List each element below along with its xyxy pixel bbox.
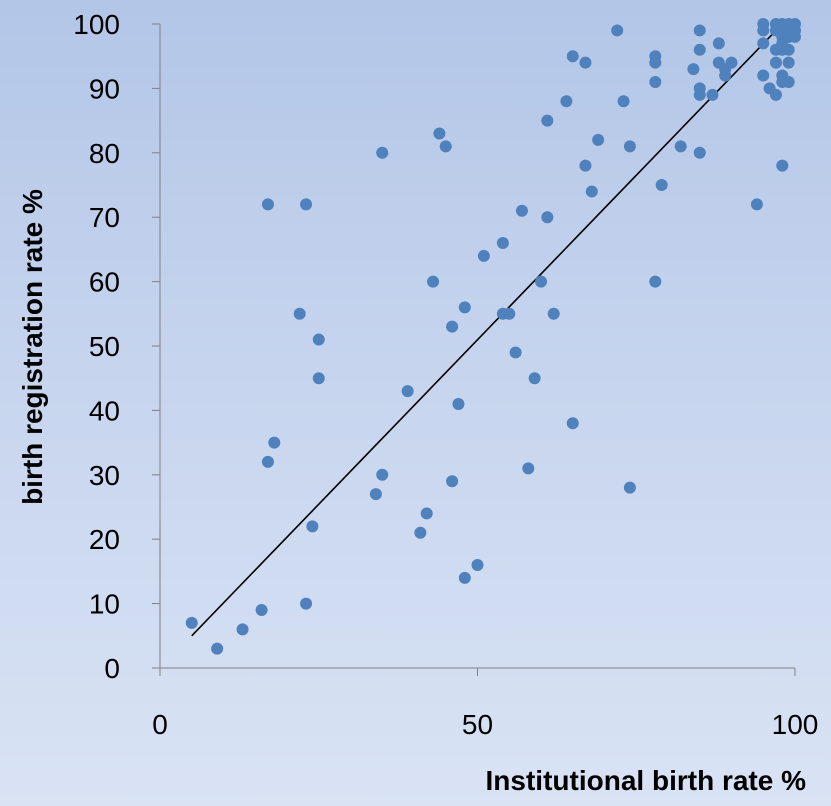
data-point bbox=[211, 642, 224, 655]
trendline bbox=[191, 23, 783, 637]
data-point bbox=[693, 24, 706, 37]
data-point bbox=[477, 249, 490, 262]
data-point bbox=[617, 95, 630, 108]
data-point bbox=[268, 436, 281, 449]
data-point bbox=[369, 488, 382, 501]
data-point bbox=[261, 455, 274, 468]
data-point bbox=[261, 198, 274, 211]
data-point bbox=[566, 50, 579, 63]
y-tick-label: 40 bbox=[89, 395, 120, 426]
data-point bbox=[458, 571, 471, 584]
data-point bbox=[693, 43, 706, 56]
data-point bbox=[757, 69, 770, 82]
data-point bbox=[769, 88, 782, 101]
axes bbox=[159, 24, 795, 669]
data-point bbox=[611, 24, 624, 37]
y-axis-title: birth registration rate % bbox=[17, 189, 48, 505]
data-point bbox=[649, 75, 662, 88]
x-tick-label: 100 bbox=[772, 709, 819, 740]
data-point bbox=[566, 417, 579, 430]
data-point bbox=[757, 24, 770, 37]
scatter-points bbox=[185, 18, 801, 655]
data-point bbox=[655, 179, 668, 191]
data-point bbox=[496, 236, 509, 249]
data-point bbox=[579, 56, 592, 69]
data-point bbox=[293, 307, 306, 320]
data-point bbox=[782, 43, 795, 56]
data-point bbox=[712, 37, 725, 50]
data-point bbox=[769, 56, 782, 69]
data-point bbox=[414, 526, 427, 539]
data-point bbox=[623, 140, 636, 153]
data-point bbox=[649, 56, 662, 69]
data-point bbox=[185, 616, 198, 629]
data-point bbox=[420, 507, 433, 520]
data-point bbox=[452, 397, 465, 410]
data-point bbox=[693, 146, 706, 159]
y-tick-label: 50 bbox=[89, 331, 120, 362]
y-tick-label: 100 bbox=[73, 9, 120, 40]
data-point bbox=[446, 320, 459, 333]
data-point bbox=[789, 30, 801, 43]
data-point bbox=[623, 481, 636, 494]
data-point bbox=[693, 88, 706, 101]
data-point bbox=[509, 346, 522, 359]
data-point bbox=[687, 63, 700, 76]
data-point bbox=[541, 114, 554, 127]
data-point bbox=[312, 333, 325, 346]
data-point bbox=[706, 88, 719, 101]
data-point bbox=[312, 372, 325, 385]
y-tick-label: 20 bbox=[89, 524, 120, 555]
data-point bbox=[503, 307, 516, 320]
data-point bbox=[541, 211, 554, 224]
data-point bbox=[427, 275, 440, 288]
y-tick-label: 70 bbox=[89, 202, 120, 233]
data-point bbox=[300, 597, 313, 610]
data-point bbox=[439, 140, 452, 153]
data-point bbox=[674, 140, 687, 153]
data-point bbox=[401, 385, 414, 398]
data-point bbox=[750, 198, 763, 211]
y-tick-label: 80 bbox=[89, 138, 120, 169]
data-point bbox=[757, 37, 770, 50]
data-point bbox=[306, 520, 319, 533]
data-point bbox=[458, 301, 471, 314]
data-point bbox=[592, 133, 605, 146]
x-tick-label: 50 bbox=[462, 709, 493, 740]
y-tick-group: 0 10 20 30 40 50 60 70 80 90 100 bbox=[73, 9, 160, 684]
y-tick-label: 60 bbox=[89, 267, 120, 298]
data-point bbox=[560, 95, 573, 108]
data-point bbox=[515, 204, 528, 217]
y-tick-label: 30 bbox=[89, 460, 120, 491]
data-point bbox=[522, 462, 535, 475]
data-point bbox=[376, 468, 389, 481]
data-point bbox=[300, 198, 313, 211]
data-point bbox=[535, 275, 547, 288]
y-tick-label: 10 bbox=[89, 589, 120, 620]
data-point bbox=[719, 69, 732, 82]
data-point bbox=[782, 75, 795, 88]
data-point bbox=[446, 475, 459, 488]
data-point bbox=[776, 159, 789, 172]
x-axis-title: Institutional birth rate % bbox=[486, 765, 807, 796]
data-point bbox=[649, 275, 662, 288]
data-point bbox=[579, 159, 592, 172]
data-point bbox=[547, 307, 560, 320]
data-point bbox=[376, 146, 389, 159]
y-tick-label: 90 bbox=[89, 73, 120, 104]
x-tick-label: 0 bbox=[152, 709, 168, 740]
data-point bbox=[433, 127, 446, 140]
data-point bbox=[255, 604, 268, 617]
data-point bbox=[585, 185, 598, 198]
x-tick-group: 0 50 100 bbox=[152, 668, 818, 740]
data-point bbox=[725, 56, 738, 69]
data-point bbox=[236, 623, 249, 636]
data-point bbox=[471, 558, 484, 571]
data-point bbox=[782, 56, 795, 69]
data-point bbox=[528, 372, 541, 385]
y-tick-label: 0 bbox=[104, 653, 120, 684]
